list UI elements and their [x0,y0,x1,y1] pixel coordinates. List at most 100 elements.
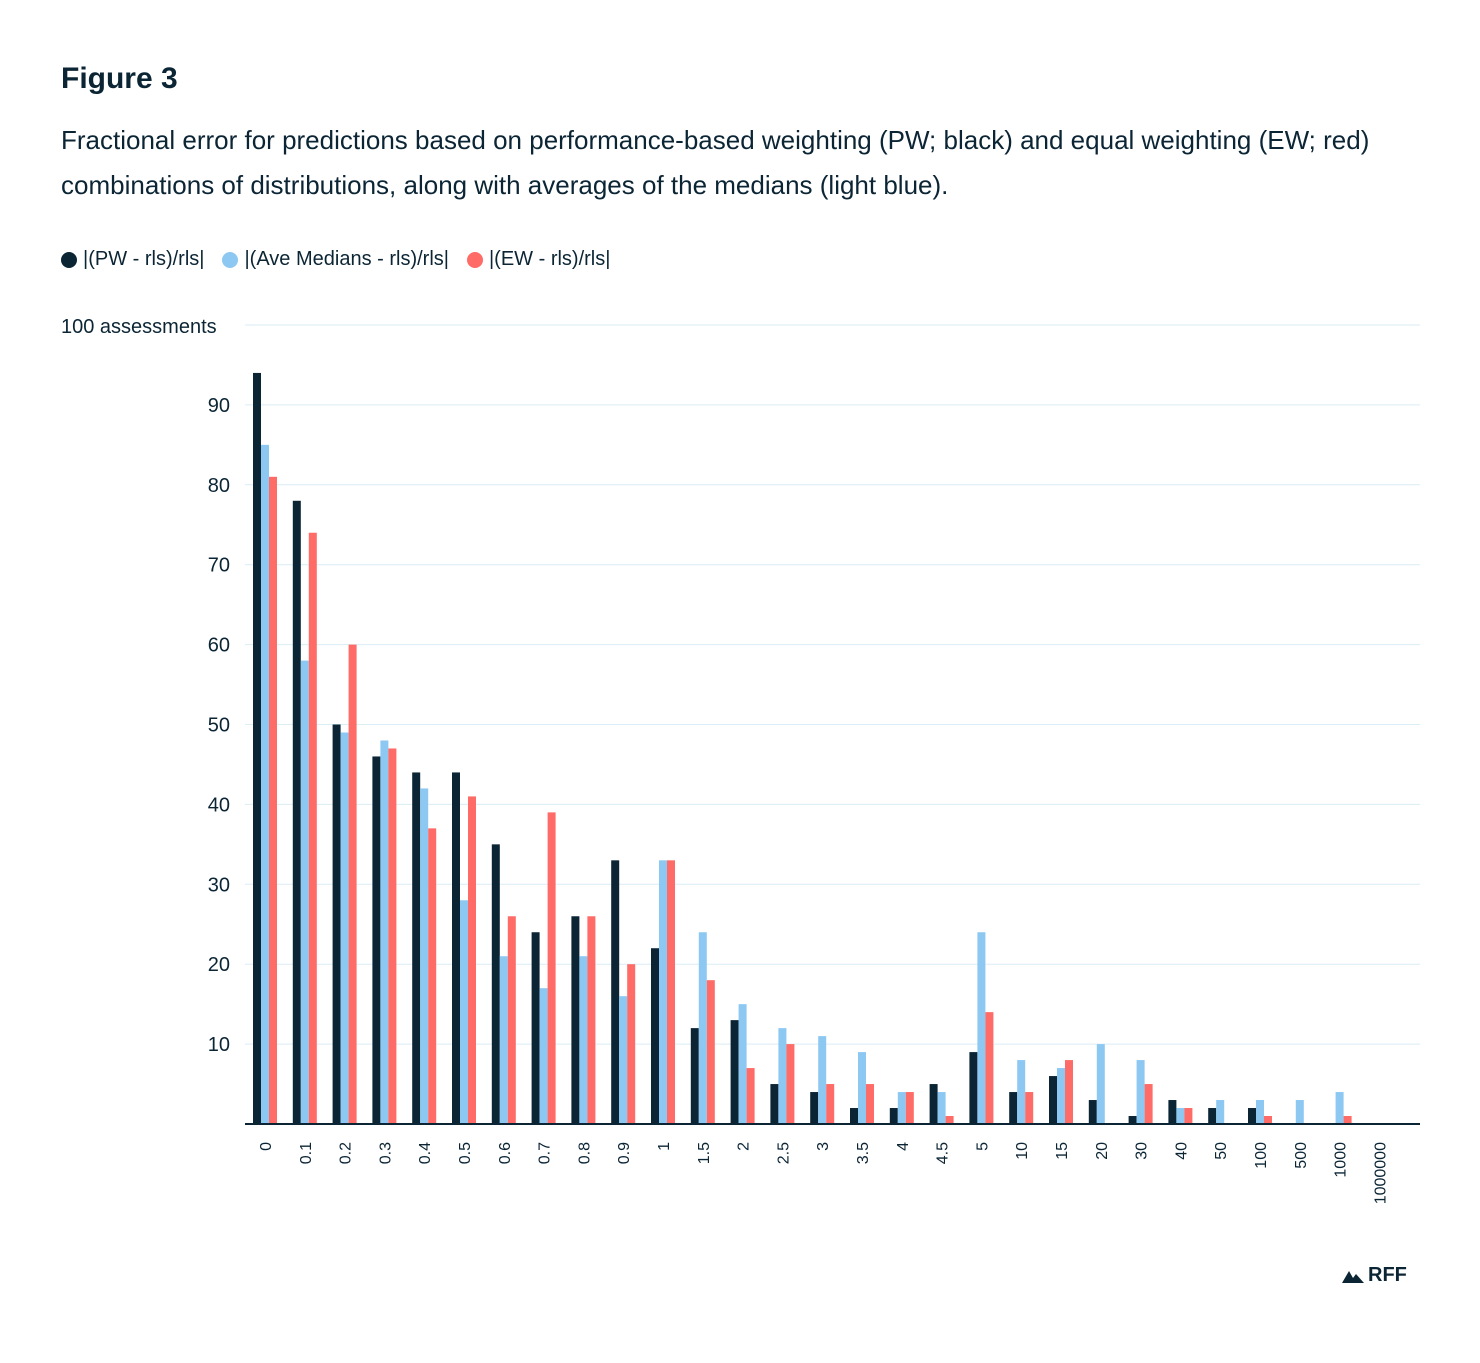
bar [1216,1100,1225,1124]
bar [579,956,588,1124]
bar [499,956,508,1124]
bar [929,1084,938,1124]
y-tick-label: 40 [208,794,230,816]
bar [531,932,540,1124]
bar [1144,1084,1153,1124]
bar [770,1084,779,1124]
x-tick-label: 0.1 [298,1142,315,1164]
y-tick-label: 30 [208,874,230,896]
bar [659,860,667,1124]
bar [937,1092,946,1124]
legend-item-ew: |(EW - rls)/rls| [466,248,610,271]
bar [651,948,659,1124]
bar [1057,1068,1065,1124]
bar [332,724,341,1124]
bar [826,1084,835,1124]
bar [945,1116,954,1124]
x-tick-label: 40 [1173,1142,1190,1160]
bar [380,740,389,1124]
x-tick-label: 1 [656,1142,673,1151]
mountain-icon [1342,1270,1364,1283]
bar [786,1044,795,1124]
bar [619,996,628,1124]
legend-swatch-pw [61,251,77,268]
brand-name: RFF [1368,1264,1407,1286]
x-tick-label: 0.5 [457,1142,474,1164]
x-tick-label: 2 [736,1142,753,1151]
x-tick-label: 20 [1094,1142,1111,1160]
x-tick-label: 4 [895,1142,912,1151]
legend-swatch-ew [466,251,483,268]
x-tick-label: 100 [1253,1142,1270,1169]
legend-label-ave-medians: |(Ave Medians - rls)/rls| [244,248,449,270]
x-tick-label: 50 [1213,1142,1230,1160]
bar [253,372,261,1124]
x-tick-label: 1000 [1333,1142,1350,1178]
bar [1009,1092,1018,1124]
x-tick-label: 3 [815,1142,832,1151]
bar [738,1004,747,1124]
bar [300,660,309,1124]
bar [627,964,636,1124]
legend-item-pw: |(PW - rls)/rls| [61,248,204,271]
x-tick-label: 0.6 [497,1142,514,1164]
bar [1176,1108,1185,1124]
bar [460,900,468,1124]
y-tick-label: 60 [208,635,230,657]
bar [858,1052,866,1124]
bar [810,1092,819,1124]
bar [1184,1108,1193,1124]
bar [1049,1076,1057,1124]
rff-logo: RFF [1342,1264,1407,1287]
bar [428,828,437,1124]
bar [850,1108,858,1124]
bar [468,796,476,1124]
bar [698,932,707,1124]
x-tick-label: 0.2 [338,1142,355,1164]
bar [388,748,397,1124]
x-tick-label: 15 [1054,1142,1071,1160]
bar [372,756,381,1124]
bar [292,500,301,1124]
figure-title: Fractional error for predictions based o… [61,125,1370,200]
legend-label-pw: |(PW - rls)/rls| [83,248,205,270]
bar [308,532,317,1124]
bar [1264,1116,1272,1124]
y-axis-label: 100 assessments [61,316,217,338]
chart-legend: |(PW - rls)/rls| |(Ave Medians - rls)/rl… [61,248,610,271]
bar [1168,1100,1177,1124]
bar [897,1092,906,1124]
bar [667,860,675,1124]
x-tick-label: 5 [974,1142,991,1151]
bar [412,772,421,1124]
y-tick-label: 10 [208,1034,230,1056]
x-tick-label: 2.5 [775,1142,792,1164]
bar [1128,1116,1137,1124]
y-tick-label: 70 [208,555,230,577]
bar [1208,1108,1217,1124]
bar [269,476,277,1124]
x-tick-label: 0.7 [537,1142,554,1164]
bar [818,1036,827,1124]
bar [507,916,516,1124]
bar [1025,1092,1034,1124]
bar [261,444,269,1125]
y-tick-label: 20 [208,954,230,976]
bar [571,916,580,1124]
bar [1096,1044,1105,1124]
bar [611,860,620,1124]
bar [706,980,715,1124]
x-tick-label: 4.5 [935,1142,952,1164]
y-tick-label: 90 [208,395,230,417]
bar [1335,1092,1344,1124]
bar [340,732,349,1124]
x-tick-label: 3.5 [855,1142,872,1164]
x-tick-label: 30 [1134,1142,1151,1160]
bar [746,1068,755,1124]
bar [969,1052,978,1124]
bar [977,932,986,1124]
x-tick-label: 0.3 [377,1142,394,1164]
x-tick-label: 1.5 [696,1142,713,1164]
bar [452,772,460,1124]
